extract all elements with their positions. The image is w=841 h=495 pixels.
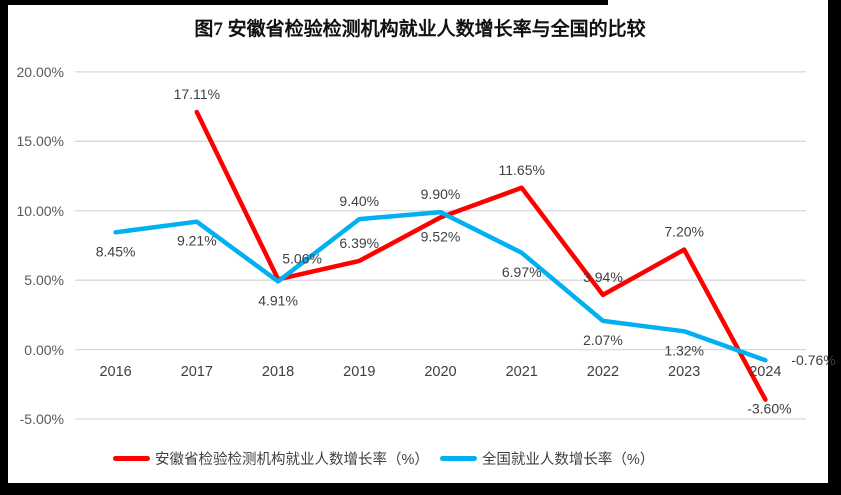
data-label: 6.97%: [502, 264, 542, 280]
legend-item-national: 全国就业人数增长率（%）: [439, 448, 655, 469]
chart-title: 图7 安徽省检验检测机构就业人数增长率与全国的比较: [194, 19, 646, 40]
y-axis-tick: 20.00%: [16, 63, 64, 80]
x-axis-label: 2021: [505, 364, 538, 380]
legend-swatch-anhui: [113, 456, 150, 461]
legend-label-anhui: 安徽省检验检测机构就业人数增长率（%）: [155, 452, 429, 468]
y-axis-tick: 0.00%: [24, 341, 64, 358]
data-label: 11.65%: [498, 162, 544, 178]
x-axis-label: 2016: [99, 364, 132, 380]
legend: 安徽省检验检测机构就业人数增长率（%） 全国就业人数增长率（%）: [113, 448, 654, 469]
data-label: 9.90%: [421, 186, 461, 202]
screenshot-border-right: [828, 0, 841, 495]
x-axis-label: 2022: [586, 364, 620, 380]
screenshot-border-left: [0, 0, 8, 495]
data-label: 1.32%: [664, 342, 704, 358]
data-label: 4.91%: [258, 292, 298, 308]
y-axis-tick: 10.00%: [16, 202, 64, 219]
y-axis-tick: -5.00%: [19, 411, 64, 428]
data-label: 6.39%: [339, 235, 379, 251]
legend-label-national: 全国就业人数增长率（%）: [481, 452, 655, 468]
x-axis-label: 2019: [343, 364, 376, 380]
series-line-1: [113, 209, 768, 363]
data-label: 7.20%: [664, 224, 704, 240]
data-label: 2.07%: [583, 332, 623, 348]
x-axis-label: 2020: [424, 364, 457, 380]
x-axis-label: 2018: [261, 364, 295, 380]
legend-item-anhui: 安徽省检验检测机构就业人数增长率（%）: [113, 448, 429, 469]
data-label: 3.94%: [583, 269, 623, 285]
y-axis-tick: 15.00%: [16, 133, 64, 150]
data-label: 9.52%: [421, 228, 461, 244]
data-label: 8.45%: [96, 243, 136, 259]
legend-swatch-national: [439, 456, 477, 461]
y-axis-tick: 5.00%: [24, 272, 64, 289]
data-label: -3.60%: [747, 401, 791, 417]
x-axis-label: 2024: [749, 364, 782, 380]
screenshot-border-bottom: [0, 483, 841, 495]
series-line-0: [194, 109, 768, 402]
screenshot-border-top: [0, 0, 608, 5]
x-axis-label: 2023: [668, 364, 701, 380]
data-label: 17.11%: [174, 86, 220, 102]
data-label: 9.40%: [339, 193, 379, 209]
data-label: 5.06%: [282, 250, 322, 266]
x-axis-label: 2017: [180, 364, 213, 380]
data-label: 9.21%: [177, 233, 217, 249]
data-label: -0.76%: [791, 352, 835, 368]
